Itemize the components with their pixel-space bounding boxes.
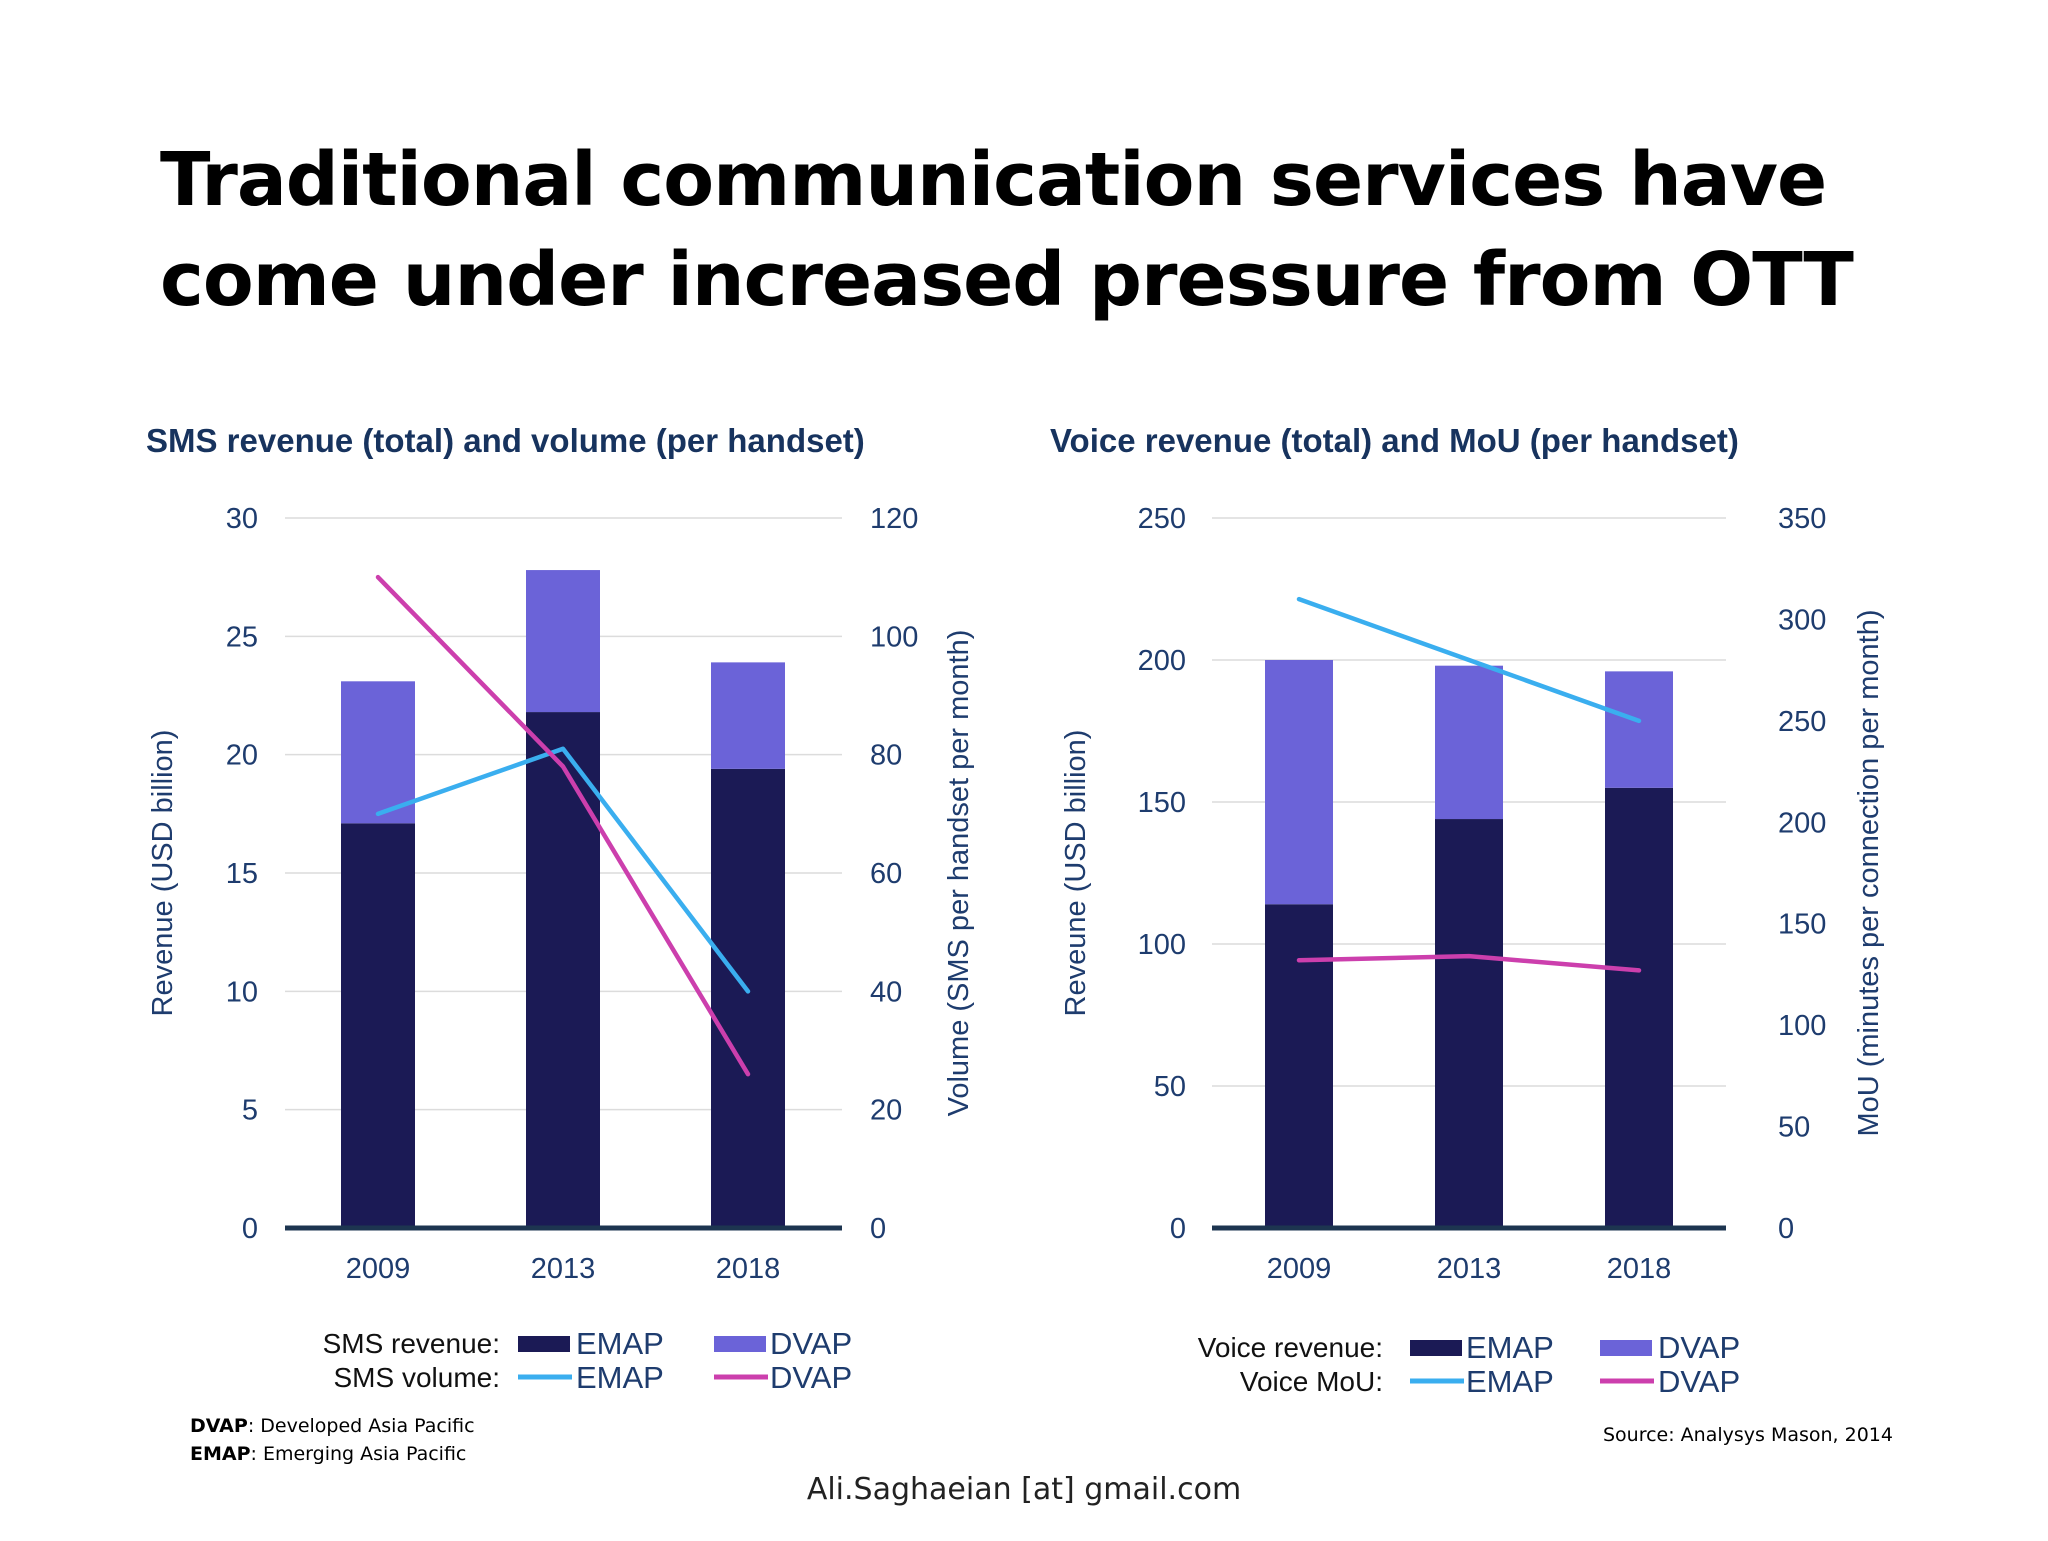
- sms-y-axis-title: Revenue (USD billion): [147, 730, 179, 1017]
- voice-right-tick-label: 200: [1778, 807, 1826, 839]
- footnote-emap: EMAP: Emerging Asia Pacific: [190, 1440, 475, 1468]
- sms-legend-swatch-dvap-bar: [714, 1336, 766, 1352]
- voice-category-label: 2009: [1267, 1253, 1332, 1285]
- sms-category-label: 2009: [346, 1253, 411, 1285]
- sms-category-label: 2018: [716, 1253, 781, 1285]
- voice-bar-dvap: [1435, 665, 1503, 820]
- voice-legend-dvap-line-label: DVAP: [1658, 1364, 1740, 1399]
- voice-left-tick-label: 150: [1138, 787, 1186, 819]
- sms-right-tick-label: 120: [870, 503, 918, 535]
- footnote-emap-abbr: EMAP: [190, 1443, 251, 1465]
- voice-legend-swatch-dvap-bar: [1600, 1340, 1652, 1356]
- sms-bar-emap: [711, 768, 785, 1228]
- sms-right-tick-label: 60: [870, 858, 902, 890]
- sms-legend-swatch-emap-bar: [518, 1336, 570, 1352]
- sms-bar-dvap: [711, 662, 785, 769]
- footnote-dvap: DVAP: Developed Asia Pacific: [190, 1412, 475, 1440]
- sms-left-tick-label: 10: [226, 976, 258, 1008]
- footnote-dvap-abbr: DVAP: [190, 1415, 248, 1437]
- voice-right-tick-label: 0: [1778, 1213, 1794, 1245]
- voice-left-tick-label: 250: [1138, 503, 1186, 535]
- voice-category-label: 2018: [1607, 1253, 1672, 1285]
- voice-line-dvap: [1296, 953, 1642, 973]
- voice-bar-emap: [1435, 819, 1503, 1228]
- voice-right-tick-label: 250: [1778, 706, 1826, 738]
- voice-left-tick-label: 0: [1170, 1213, 1186, 1245]
- slide-title-line-1: Traditional communication services have: [160, 137, 1827, 223]
- voice-right-tick-label: 100: [1778, 1010, 1826, 1042]
- sms-category-label: 2013: [531, 1253, 596, 1285]
- voice-bar-dvap: [1265, 660, 1333, 905]
- voice-legend-dvap-bar-label: DVAP: [1658, 1330, 1740, 1365]
- voice-category-label: 2013: [1437, 1253, 1502, 1285]
- sms-bar-dvap: [341, 681, 415, 824]
- sms-bar-emap: [526, 712, 600, 1228]
- sms-left-tick-label: 15: [226, 858, 258, 890]
- voice-right-tick-label: 150: [1778, 909, 1826, 941]
- voice-legend-swatch-emap-bar: [1410, 1340, 1462, 1356]
- sms-bar-emap: [341, 823, 415, 1228]
- sms-y2-axis-title: Volume (SMS per handset per month): [943, 630, 975, 1117]
- voice-right-tick-label: 350: [1778, 503, 1826, 535]
- voice-y-axis-title: Reveune (USD billion): [1060, 730, 1092, 1017]
- voice-legend-row2-label: Voice MoU:: [1240, 1366, 1383, 1397]
- voice-right-tick-label: 300: [1778, 604, 1826, 636]
- sms-right-tick-label: 100: [870, 621, 918, 653]
- voice-legend-row1-label: Voice revenue:: [1198, 1332, 1383, 1363]
- sms-left-tick-label: 5: [242, 1095, 258, 1127]
- sms-legend-row2-label: SMS volume:: [334, 1362, 501, 1393]
- footer-email: Ali.Saghaeian [at] gmail.com: [806, 1472, 1242, 1507]
- sms-chart-title: SMS revenue (total) and volume (per hand…: [146, 422, 865, 459]
- voice-bar-dvap: [1605, 671, 1673, 788]
- voice-left-tick-label: 100: [1138, 929, 1186, 961]
- sms-legend-dvap-line-label: DVAP: [770, 1360, 852, 1395]
- sms-line-dvap: [375, 574, 751, 1077]
- footnote-emap-text: : Emerging Asia Pacific: [250, 1443, 467, 1465]
- voice-chart-title: Voice revenue (total) and MoU (per hands…: [1050, 422, 1739, 459]
- slide-title-line-2: come under increased pressure from OTT: [160, 237, 1854, 323]
- voice-bar-emap: [1265, 904, 1333, 1228]
- slide-title: Traditional communication services have …: [160, 130, 1960, 330]
- sms-left-tick-label: 0: [242, 1213, 258, 1245]
- sms-right-tick-label: 20: [870, 1095, 902, 1127]
- sms-legend-dvap-bar-label: DVAP: [770, 1326, 852, 1361]
- sms-left-tick-label: 20: [226, 740, 258, 772]
- voice-left-tick-label: 200: [1138, 645, 1186, 677]
- voice-right-tick-label: 50: [1778, 1112, 1810, 1144]
- sms-right-tick-label: 80: [870, 740, 902, 772]
- source-note: Source: Analysys Mason, 2014: [1602, 1424, 1893, 1446]
- voice-y2-axis-title: MoU (minutes per connection per month): [1853, 609, 1885, 1136]
- footnote-dvap-text: : Developed Asia Pacific: [247, 1415, 475, 1437]
- voice-legend-emap-line-label: EMAP: [1466, 1364, 1554, 1399]
- voice-line-emap: [1296, 596, 1642, 724]
- sms-legend-row1-label: SMS revenue:: [323, 1328, 500, 1359]
- voice-legend-emap-bar-label: EMAP: [1466, 1330, 1554, 1365]
- sms-legend-emap-bar-label: EMAP: [576, 1326, 664, 1361]
- sms-line-emap: [375, 746, 751, 994]
- sms-right-tick-label: 0: [870, 1213, 886, 1245]
- abbreviation-notes: DVAP: Developed Asia Pacific EMAP: Emerg…: [190, 1412, 475, 1468]
- voice-bar-emap: [1605, 787, 1673, 1228]
- sms-left-tick-label: 25: [226, 621, 258, 653]
- sms-left-tick-label: 30: [226, 503, 258, 535]
- voice-left-tick-label: 50: [1154, 1071, 1186, 1103]
- sms-legend-emap-line-label: EMAP: [576, 1360, 664, 1395]
- sms-bar-dvap: [526, 570, 600, 713]
- sms-right-tick-label: 40: [870, 976, 902, 1008]
